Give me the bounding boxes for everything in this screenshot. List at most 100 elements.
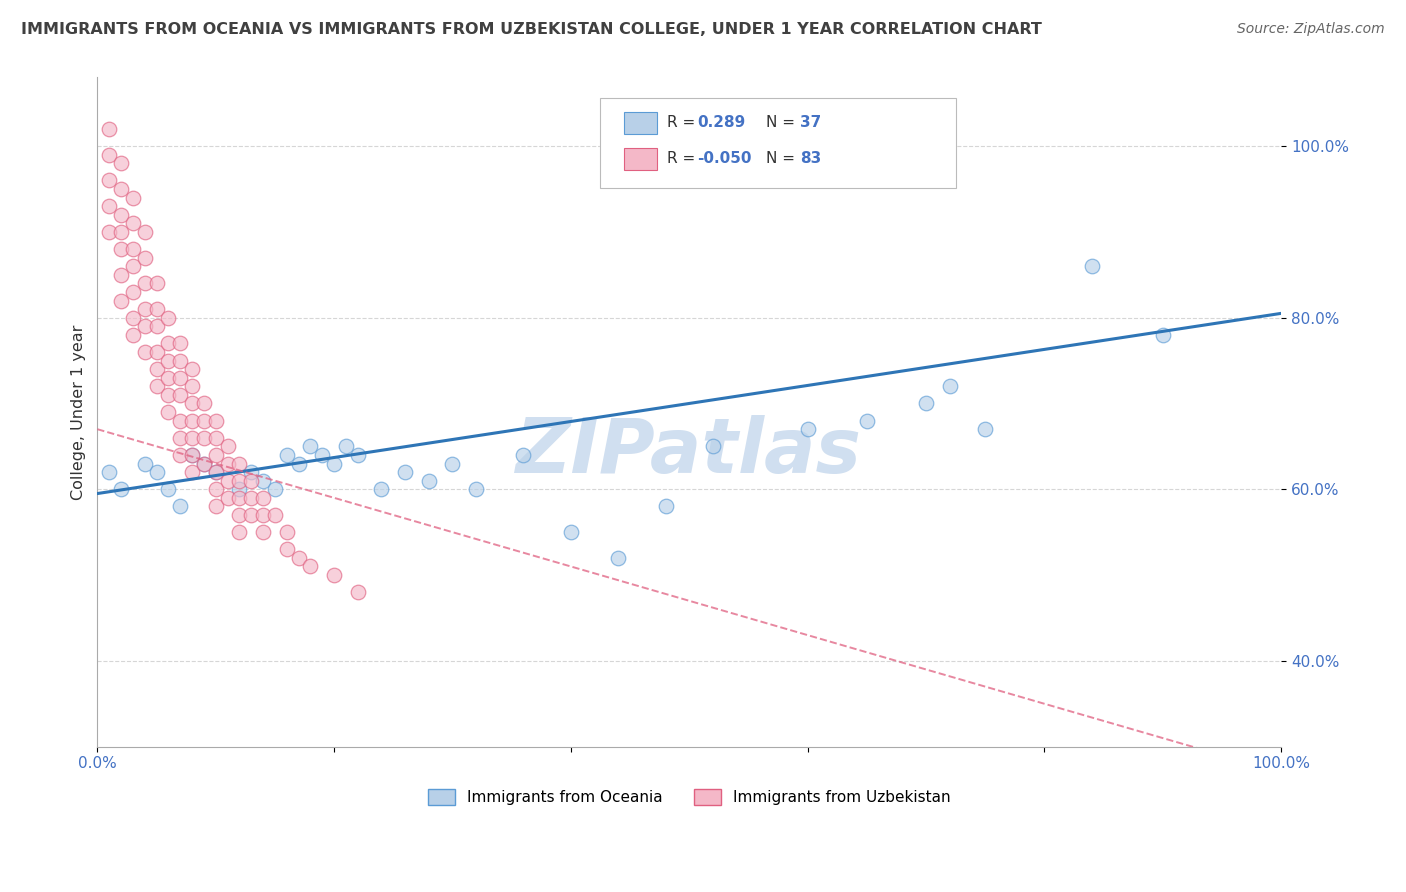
Point bbox=[181, 448, 204, 462]
Point bbox=[276, 542, 298, 557]
Point bbox=[217, 457, 239, 471]
Point bbox=[299, 559, 322, 574]
Point bbox=[181, 431, 204, 445]
Point bbox=[855, 414, 877, 428]
Point bbox=[217, 491, 239, 505]
FancyBboxPatch shape bbox=[600, 97, 956, 188]
Point bbox=[193, 414, 215, 428]
Point bbox=[252, 508, 274, 522]
Point bbox=[121, 327, 143, 342]
Point bbox=[98, 465, 121, 479]
Point bbox=[193, 457, 215, 471]
Point bbox=[560, 525, 582, 540]
Point bbox=[145, 379, 167, 393]
Text: Source: ZipAtlas.com: Source: ZipAtlas.com bbox=[1237, 22, 1385, 37]
Point bbox=[287, 457, 309, 471]
Point bbox=[217, 439, 239, 453]
Point bbox=[418, 474, 440, 488]
Point bbox=[181, 362, 204, 376]
Point bbox=[98, 173, 121, 187]
Point bbox=[169, 370, 191, 384]
Point bbox=[240, 474, 263, 488]
Point bbox=[121, 242, 143, 256]
Point bbox=[145, 277, 167, 291]
Point bbox=[157, 388, 180, 402]
Point bbox=[169, 414, 191, 428]
Point bbox=[145, 345, 167, 359]
Point bbox=[134, 457, 156, 471]
Y-axis label: College, Under 1 year: College, Under 1 year bbox=[72, 325, 86, 500]
Point bbox=[264, 508, 287, 522]
Point bbox=[98, 122, 121, 136]
Text: ZIPatlas: ZIPatlas bbox=[516, 415, 862, 489]
Point bbox=[157, 353, 180, 368]
Point bbox=[110, 208, 132, 222]
Point bbox=[181, 414, 204, 428]
Point bbox=[311, 448, 333, 462]
Point bbox=[157, 310, 180, 325]
Point bbox=[323, 568, 346, 582]
FancyBboxPatch shape bbox=[624, 112, 657, 135]
Point bbox=[204, 465, 226, 479]
Point bbox=[121, 259, 143, 273]
Point bbox=[181, 396, 204, 410]
Point bbox=[134, 251, 156, 265]
Text: R =: R = bbox=[666, 151, 695, 166]
Point bbox=[181, 379, 204, 393]
Point bbox=[512, 448, 534, 462]
Point bbox=[974, 422, 997, 436]
Point bbox=[335, 439, 357, 453]
Point bbox=[145, 319, 167, 334]
Text: 37: 37 bbox=[800, 115, 821, 130]
Point bbox=[204, 414, 226, 428]
Point bbox=[228, 474, 250, 488]
Point bbox=[110, 268, 132, 282]
Point bbox=[169, 500, 191, 514]
Point bbox=[134, 319, 156, 334]
Point bbox=[121, 310, 143, 325]
Point bbox=[98, 147, 121, 161]
Point bbox=[193, 431, 215, 445]
Point bbox=[98, 225, 121, 239]
Point bbox=[441, 457, 464, 471]
Point bbox=[145, 302, 167, 317]
Text: IMMIGRANTS FROM OCEANIA VS IMMIGRANTS FROM UZBEKISTAN COLLEGE, UNDER 1 YEAR CORR: IMMIGRANTS FROM OCEANIA VS IMMIGRANTS FR… bbox=[21, 22, 1042, 37]
Point bbox=[252, 525, 274, 540]
Point bbox=[110, 156, 132, 170]
Point bbox=[134, 225, 156, 239]
Point bbox=[915, 396, 938, 410]
Text: R =: R = bbox=[666, 115, 695, 130]
Point bbox=[157, 370, 180, 384]
Point bbox=[240, 465, 263, 479]
Point bbox=[204, 465, 226, 479]
Point bbox=[796, 422, 818, 436]
Point bbox=[346, 448, 368, 462]
Point bbox=[98, 199, 121, 213]
Point bbox=[264, 482, 287, 496]
Point bbox=[252, 491, 274, 505]
Point bbox=[240, 491, 263, 505]
Point bbox=[938, 379, 960, 393]
Point bbox=[134, 302, 156, 317]
Point bbox=[276, 448, 298, 462]
Point bbox=[204, 500, 226, 514]
Point bbox=[157, 482, 180, 496]
Point bbox=[169, 388, 191, 402]
Point bbox=[394, 465, 416, 479]
Point bbox=[228, 491, 250, 505]
Point bbox=[169, 448, 191, 462]
Point bbox=[121, 285, 143, 299]
Point bbox=[110, 242, 132, 256]
Point bbox=[702, 439, 724, 453]
Point bbox=[252, 474, 274, 488]
Point bbox=[299, 439, 322, 453]
Point bbox=[607, 550, 630, 565]
Point bbox=[121, 216, 143, 230]
Point bbox=[228, 508, 250, 522]
Point bbox=[193, 457, 215, 471]
Point bbox=[145, 362, 167, 376]
Point bbox=[157, 405, 180, 419]
Point bbox=[193, 396, 215, 410]
Point bbox=[181, 448, 204, 462]
Point bbox=[287, 550, 309, 565]
